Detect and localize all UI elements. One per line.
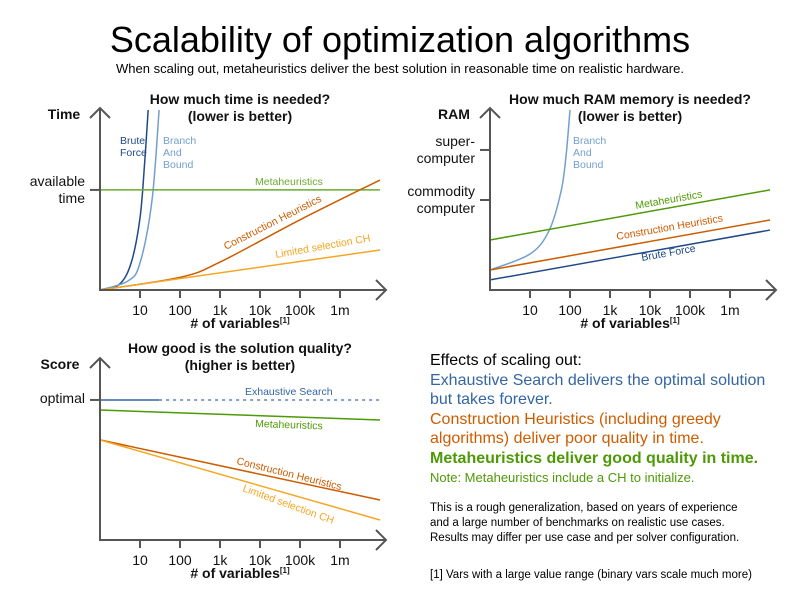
effects-panel: Effects of scaling out: Exhaustive Searc…: [430, 352, 765, 581]
y-axis-label: Time: [48, 106, 81, 122]
series-label-limited-selection-ch: Limited selection CH: [274, 232, 371, 261]
disclaimer: and a large number of benchmarks on real…: [430, 517, 725, 529]
x-axis-label-footnote-ref: [1]: [280, 566, 290, 575]
effects-exhaustive: but takes forever.: [430, 391, 553, 408]
effects-metaheuristics: Metaheuristics deliver good quality in t…: [430, 450, 758, 467]
series-line-metaheuristics: [99, 409, 381, 421]
x-axis-label: # of variables[1]: [580, 315, 680, 331]
x-tick-label: 100k: [285, 552, 316, 568]
x-tick-label: 1m: [720, 302, 739, 318]
main-subtitle: When scaling out, metaheuristics deliver…: [116, 61, 684, 76]
y-level-label: super-: [435, 133, 475, 149]
x-tick-label: 1k: [213, 552, 229, 568]
series-line-branch-and-bound: [99, 109, 160, 291]
series-line-limited-selection-ch: [99, 439, 381, 521]
series-line-construction-heuristics: [99, 439, 381, 501]
x-tick-label: 10: [522, 302, 538, 318]
series-label-branch-and-bound: And: [163, 147, 182, 159]
axes: [489, 108, 775, 291]
effects-exhaustive: Exhaustive Search delivers the optimal s…: [430, 372, 765, 389]
x-axis-label-footnote-ref: [1]: [280, 316, 290, 325]
x-tick-label: 10: [132, 302, 148, 318]
disclaimer: This is a rough generalization, based on…: [430, 502, 738, 514]
x-axis-arrow: [375, 279, 388, 301]
chart-subtitle: (lower is better): [188, 108, 292, 124]
x-tick-label: 1m: [330, 302, 349, 318]
series-label-metaheuristics: Metaheuristics: [255, 418, 323, 432]
chart-title: How good is the solution quality?: [128, 340, 352, 356]
x-tick-label: 100k: [675, 302, 706, 318]
effects-construction: Construction Heuristics (including greed…: [430, 411, 721, 428]
y-axis-label: Score: [41, 356, 80, 372]
y-level-label: computer: [417, 150, 476, 166]
y-level-label: computer: [417, 200, 476, 216]
y-level-label: commodity: [407, 183, 475, 199]
x-tick-label: 100: [168, 302, 192, 318]
series-label-branch-and-bound: Branch: [163, 135, 196, 147]
x-tick-label: 10k: [639, 302, 663, 318]
y-axis-arrow: [479, 106, 501, 119]
series-label-limited-selection-ch: Limited selection CH: [241, 483, 336, 527]
series-line-construction-heuristics: [489, 219, 771, 271]
x-tick-label: 1m: [330, 552, 349, 568]
y-axis-arrow: [89, 356, 111, 369]
x-tick-label: 10k: [249, 302, 273, 318]
x-axis-label: # of variables[1]: [190, 315, 290, 331]
y-axis-label: RAM: [438, 106, 470, 122]
series-line-brute-force: [489, 229, 771, 281]
time-chart: How much time is needed? (lower is bette…: [30, 91, 388, 331]
x-tick-label: 1k: [213, 302, 229, 318]
x-tick-label: 1k: [603, 302, 619, 318]
x-tick-label: 100: [558, 302, 582, 318]
series-label-branch-and-bound: Bound: [163, 159, 194, 171]
ram-chart: How much RAM memory is needed? (lower is…: [407, 91, 778, 331]
series-label-exhaustive-search: Exhaustive Search: [245, 386, 333, 398]
score-chart: How good is the solution quality? (highe…: [40, 340, 388, 581]
y-level-label: time: [59, 190, 86, 206]
effects-heading: Effects of scaling out:: [430, 352, 582, 369]
x-axis-label-footnote-ref: [1]: [670, 316, 680, 325]
chart-title: How much time is needed?: [150, 91, 330, 107]
series-line-metaheuristics: [489, 189, 771, 241]
series-label-branch-and-bound: And: [573, 147, 592, 159]
chart-subtitle: (higher is better): [185, 357, 295, 373]
x-axis-arrow: [765, 279, 778, 301]
x-tick-label: 10: [132, 552, 148, 568]
x-axis-arrow: [375, 529, 388, 551]
disclaimer: Results may differ per use case and per …: [430, 532, 739, 544]
series-label-branch-and-bound: Branch: [573, 135, 606, 147]
axes: [99, 108, 385, 291]
chart-title: How much RAM memory is needed?: [509, 91, 751, 107]
series-line-branch-and-bound: [489, 109, 571, 271]
y-level-label: available: [30, 173, 85, 189]
x-tick-label: 100: [168, 552, 192, 568]
series-label-brute-force: Brute: [120, 135, 145, 147]
series-label-brute-force: Brute Force: [640, 243, 696, 264]
main-title: Scalability of optimization algorithms: [110, 19, 690, 60]
footnote: [1] Vars with a large value range (binar…: [430, 569, 752, 581]
axes: [99, 358, 385, 541]
series-label-branch-and-bound: Bound: [573, 159, 604, 171]
series-label-metaheuristics: Metaheuristics: [255, 176, 323, 188]
y-level-label: optimal: [40, 390, 85, 406]
series-line-limited-selection-ch: [99, 249, 381, 291]
effects-note: Note: Metaheuristics include a CH to ini…: [430, 470, 694, 485]
effects-construction: algorithms) deliver poor quality in time…: [430, 430, 704, 447]
series-label-brute-force: Force: [120, 147, 147, 159]
y-axis-arrow: [89, 106, 111, 119]
x-axis-label: # of variables[1]: [190, 565, 290, 581]
x-tick-label: 100k: [285, 302, 316, 318]
x-tick-label: 10k: [249, 552, 273, 568]
chart-subtitle: (lower is better): [578, 108, 682, 124]
